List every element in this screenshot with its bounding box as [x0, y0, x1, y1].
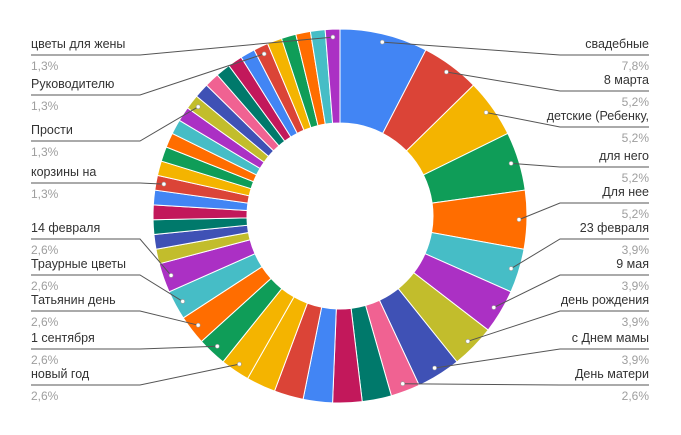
- slice-label-9-мая: 9 мая: [616, 257, 649, 271]
- slice-label-детские-ребенку: детские (Ребенку,: [547, 109, 649, 123]
- slice-label-для-него: для него: [599, 149, 649, 163]
- slice-percent-детские-ребенку: 5,2%: [622, 131, 650, 145]
- leader-line-для-нее: [518, 202, 649, 221]
- leader-line-день-рождения: [467, 310, 649, 342]
- leader-dot-8-марта: [444, 69, 449, 75]
- leader-dot-новый-год: [237, 361, 242, 367]
- slice-label-новый-год: новый год: [31, 367, 90, 381]
- slice-percent-для-нее: 5,2%: [622, 207, 650, 221]
- slice-label-14-февраля: 14 февраля: [31, 221, 100, 235]
- slice-percent-траурные-цветы: 2,6%: [31, 279, 59, 293]
- leader-lines: [31, 34, 649, 387]
- slice-label-траурные-цветы: Траурные цветы: [31, 257, 126, 271]
- leader-dot-23-февраля: [508, 266, 514, 271]
- slice-label-23-февраля: 23 февраля: [580, 221, 649, 235]
- slice-percent-23-февраля: 3,9%: [622, 243, 650, 257]
- leader-line-татьянин-день: [31, 310, 199, 326]
- slice-label-корзины-на: корзины на: [31, 165, 96, 179]
- leader-dot-татьянин-день: [195, 322, 201, 328]
- slice-percent-для-него: 5,2%: [622, 171, 650, 185]
- slice-percent-14-февраля: 2,6%: [31, 243, 59, 257]
- leader-line-1-сентября: [31, 345, 218, 350]
- slice-percent-руководителю: 1,3%: [31, 99, 59, 113]
- leader-dot-свадебные: [379, 39, 385, 45]
- donut-slice-42: [324, 28, 341, 124]
- slice-label-татьянин-день: Татьянин день: [31, 293, 116, 307]
- slice-label-1-сентября: 1 сентября: [31, 331, 95, 345]
- slice-percent-цветы-для-жены: 1,3%: [31, 59, 59, 73]
- leader-dot-день-рождения: [465, 338, 471, 344]
- leader-line-8-марта: [446, 71, 649, 92]
- leader-line-23-февраля: [510, 238, 649, 270]
- slice-percent-свадебные: 7,8%: [622, 59, 650, 73]
- slice-label-8-марта: 8 марта: [604, 73, 649, 87]
- leader-line-траурные-цветы: [31, 274, 183, 302]
- slice-label-с-днем-мамы: с Днем мамы: [572, 331, 649, 345]
- leader-line-9-мая: [493, 274, 649, 308]
- slice-percent-день-матери: 2,6%: [622, 389, 650, 403]
- slice-percent-9-мая: 3,9%: [622, 279, 650, 293]
- leader-line-свадебные: [382, 41, 649, 56]
- leader-dot-цветы-для-жены: [330, 34, 336, 40]
- leader-dot-детские-ребенку: [483, 110, 489, 115]
- leader-dot-прости: [195, 104, 201, 110]
- slice-percent-1-сентября: 2,6%: [31, 353, 59, 367]
- slice-label-день-рождения: день рождения: [561, 293, 649, 307]
- leader-dot-руководителю: [261, 51, 267, 57]
- slice-label-свадебные: свадебные: [585, 37, 649, 51]
- slice-percent-новый-год: 2,6%: [31, 389, 59, 403]
- leader-line-детские-ребенку: [486, 112, 649, 128]
- slice-percent-8-марта: 5,2%: [622, 95, 650, 109]
- leader-dot-корзины-на: [161, 181, 167, 187]
- slice-percent-с-днем-мамы: 3,9%: [622, 353, 650, 367]
- slice-percent-день-рождения: 3,9%: [622, 315, 650, 329]
- slice-percent-прости: 1,3%: [31, 145, 59, 159]
- slice-label-руководителю: Руководителю: [31, 77, 114, 91]
- slice-label-день-матери: День матери: [575, 367, 649, 381]
- leader-dot-9-мая: [491, 305, 497, 310]
- leader-dot-с-днем-мамы: [432, 365, 437, 371]
- slice-percent-корзины-на: 1,3%: [31, 187, 59, 201]
- leader-dot-1-сентября: [215, 343, 220, 349]
- leader-line-новый-год: [31, 363, 240, 386]
- leader-dot-день-матери: [400, 381, 406, 387]
- leader-line-прости: [31, 106, 199, 142]
- leader-line-с-днем-мамы: [434, 348, 649, 369]
- leader-line-для-него: [511, 162, 649, 168]
- leader-dot-для-нее: [516, 217, 522, 222]
- leader-dot-14-февраля: [168, 273, 174, 278]
- slice-label-цветы-для-жены: цветы для жены: [31, 37, 125, 51]
- leader-line-руководителю: [31, 53, 265, 96]
- leader-line-цветы-для-жены: [31, 36, 333, 56]
- leader-line-корзины-на: [31, 182, 164, 185]
- slice-label-прости: Прости: [31, 123, 73, 137]
- slice-label-для-нее: Для нее: [602, 185, 649, 199]
- leader-line-день-матери: [402, 383, 649, 386]
- donut-slices: [152, 28, 528, 404]
- slice-percent-татьянин-день: 2,6%: [31, 315, 59, 329]
- leader-dot-для-него: [508, 161, 514, 166]
- leader-line-14-февраля: [31, 238, 172, 276]
- leader-dot-траурные-цветы: [180, 299, 185, 304]
